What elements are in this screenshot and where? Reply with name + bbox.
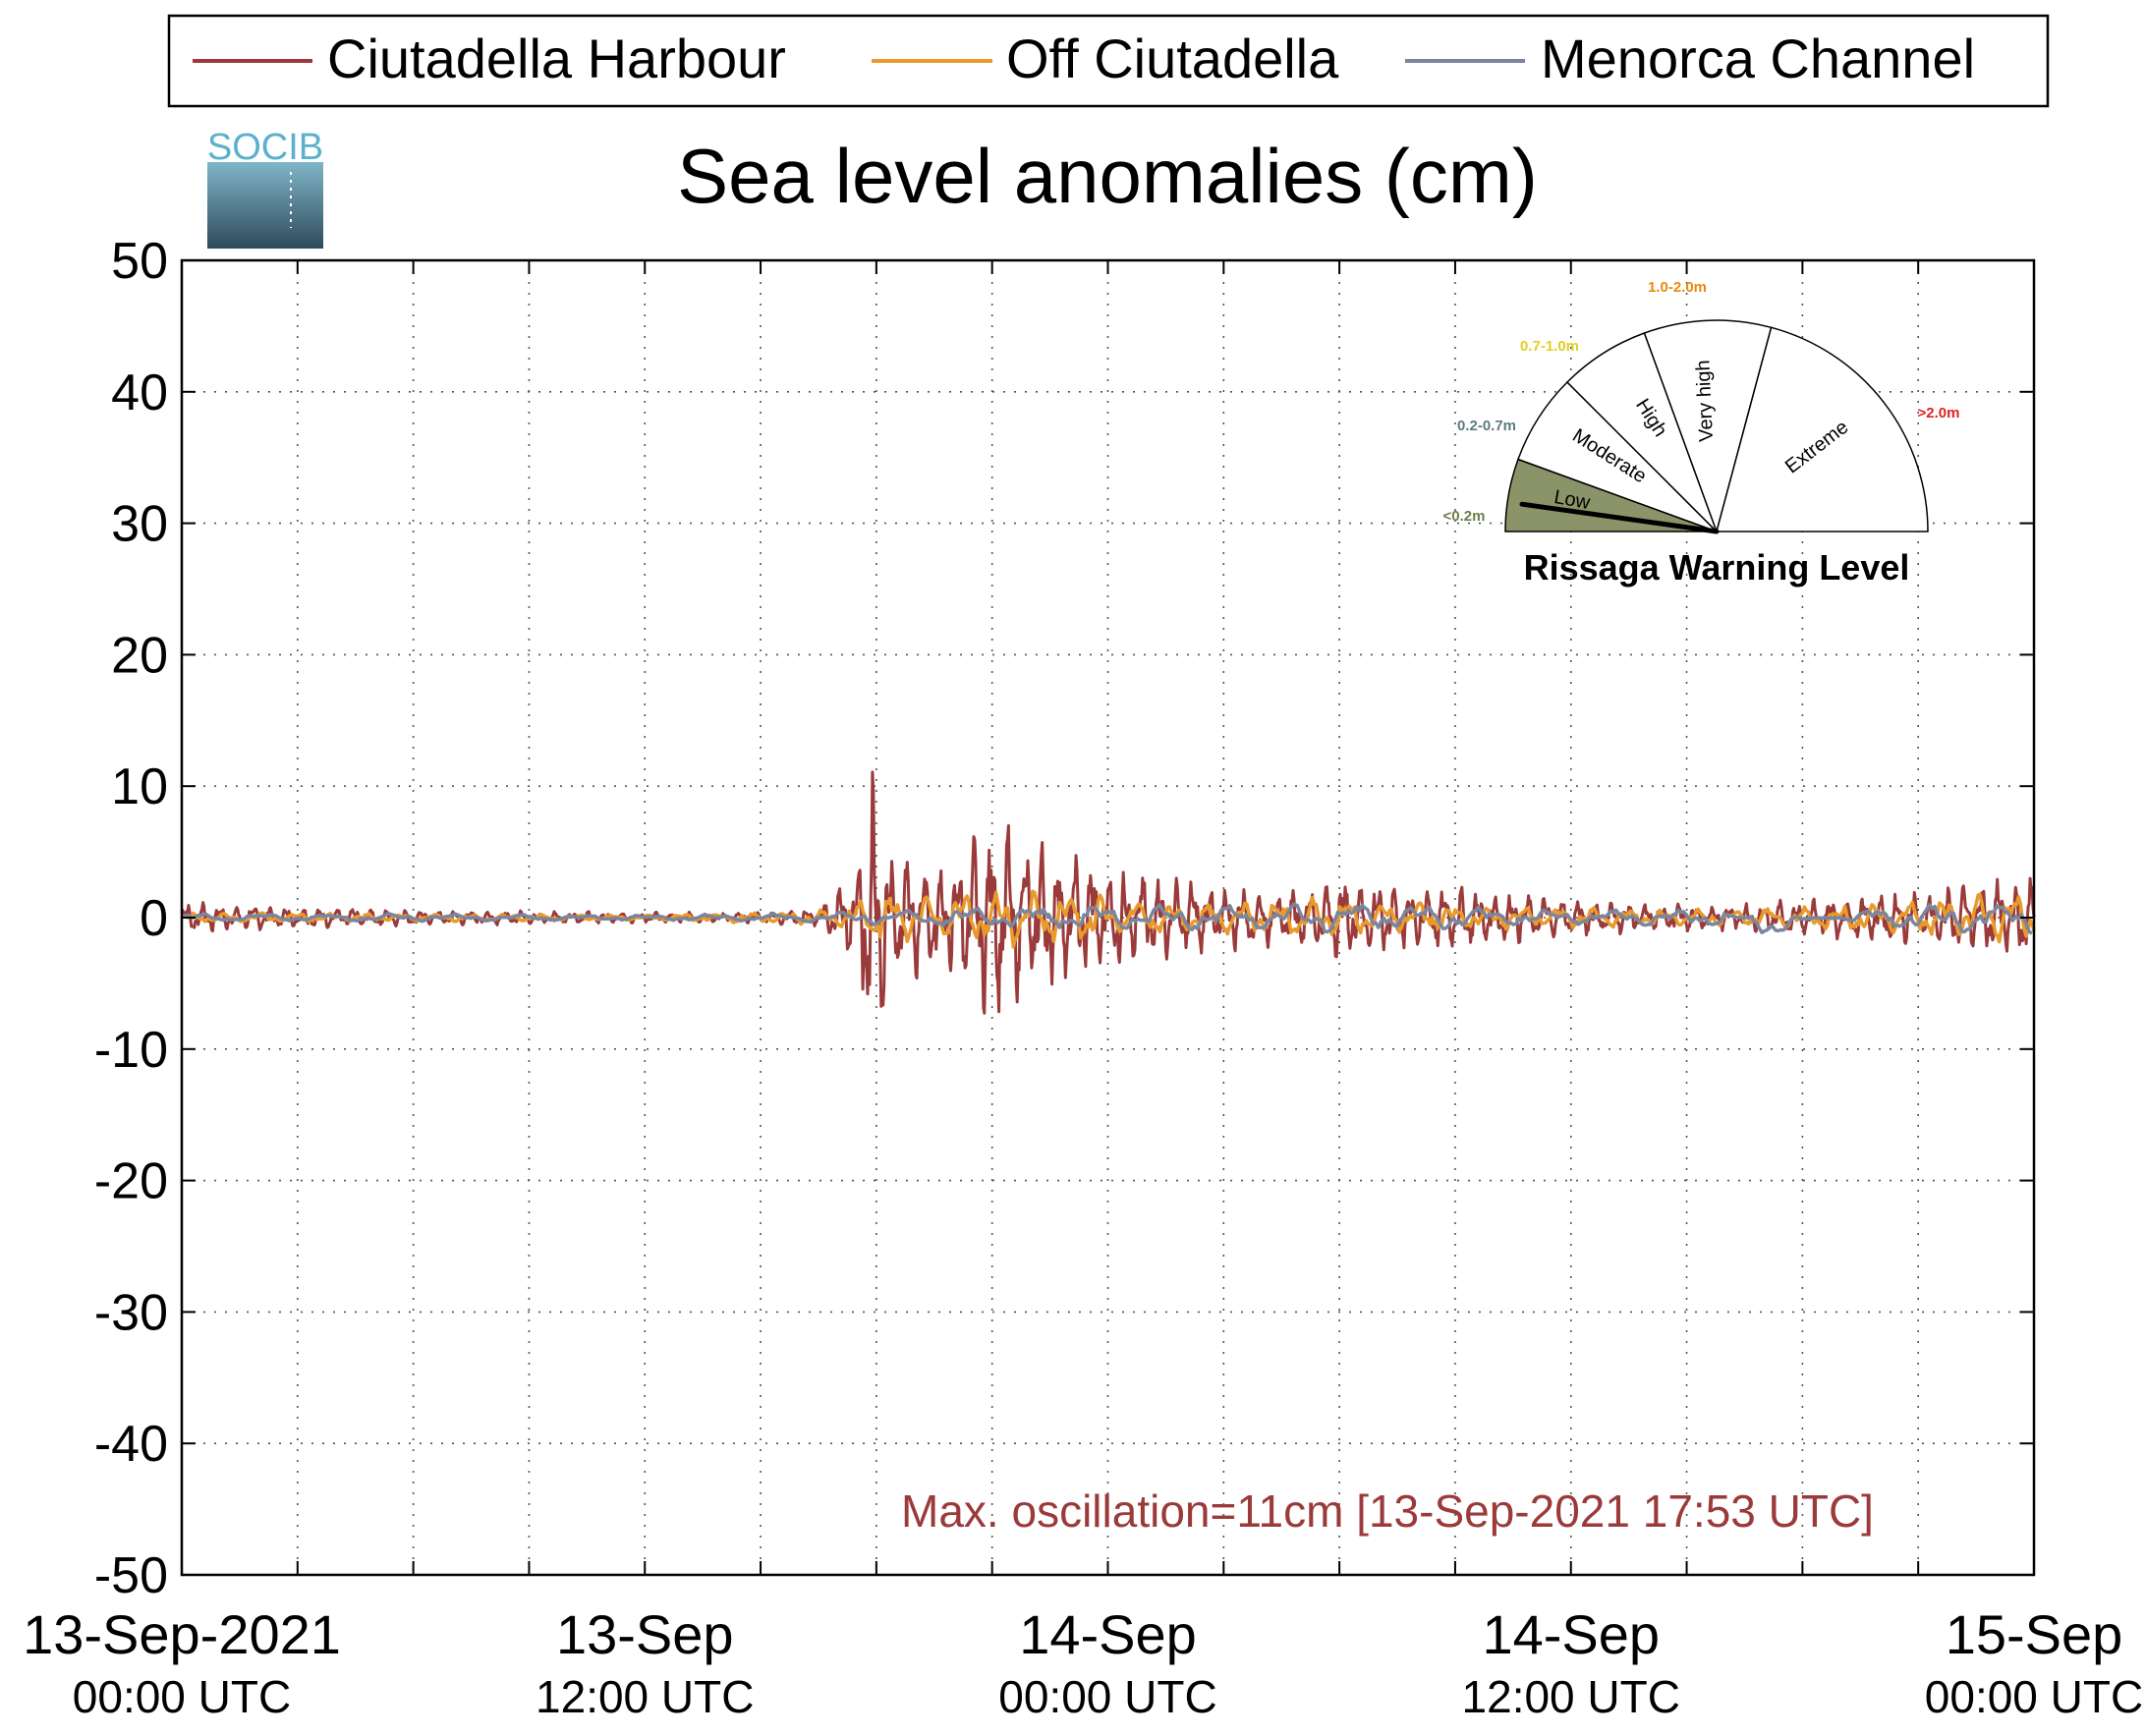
x-tick-label-time: 00:00 UTC — [998, 1671, 1216, 1722]
legend-box — [167, 14, 2050, 108]
socib-logo: SOCIB — [207, 127, 323, 249]
x-tick-label-time: 12:00 UTC — [1462, 1671, 1680, 1722]
gauge-range-extreme: >2.0m — [1918, 405, 1960, 421]
gauge-range-moderate: 0.2-0.7m — [1457, 418, 1516, 434]
x-tick-label-date: 14-Sep — [1482, 1603, 1660, 1665]
x-tick-label-date: 15-Sep — [1946, 1603, 2123, 1665]
y-tick-label: -20 — [94, 1153, 168, 1210]
logo-text: SOCIB — [207, 127, 323, 168]
y-tick-label: 50 — [111, 233, 168, 290]
y-tick-label: 20 — [111, 627, 168, 684]
series-layer — [180, 770, 2036, 1015]
y-tick-label: -30 — [94, 1284, 168, 1341]
legend-label-ciutadella-harbour: Ciutadella Harbour — [327, 28, 786, 89]
x-tick-label-date: 13-Sep — [556, 1603, 734, 1665]
gauge-range-low: <0.2m — [1443, 508, 1486, 525]
y-tick-label: -50 — [94, 1547, 168, 1604]
x-tick-label-date: 13-Sep-2021 — [23, 1603, 341, 1665]
gauge-sector-extreme — [1716, 326, 1929, 532]
gauge-range-high: 0.7-1.0m — [1520, 338, 1579, 355]
legend-label-menorca-channel: Menorca Channel — [1541, 28, 1975, 89]
y-tick-label: 10 — [111, 758, 168, 815]
series-line-ciutadella-harbour — [180, 770, 2036, 1015]
gauge-title: Rissaga Warning Level — [1524, 547, 1910, 588]
gauge-sector-very-high — [1643, 319, 1773, 534]
gauge-label-very-high: Very high — [1692, 360, 1718, 442]
y-tick-label: 40 — [111, 364, 168, 421]
chart-title: Sea level anomalies (cm) — [677, 133, 1538, 219]
logo-wave-block — [207, 162, 323, 249]
y-tick-label: -40 — [94, 1416, 168, 1473]
gauge-range-very-high: 1.0-2.0m — [1648, 279, 1707, 296]
legend: Ciutadella Harbour Off Ciutadella Menorc… — [167, 14, 2050, 108]
x-tick-label-time: 12:00 UTC — [536, 1671, 754, 1722]
x-tick-label-time: 00:00 UTC — [73, 1671, 291, 1722]
max-oscillation-annotation: Max. oscillation=11cm [13-Sep-2021 17:53… — [901, 1485, 1874, 1537]
y-tick-label: 0 — [140, 890, 168, 947]
x-tick-label-date: 14-Sep — [1019, 1603, 1197, 1665]
legend-label-off-ciutadella: Off Ciutadella — [1006, 28, 1339, 89]
x-tick-label-time: 00:00 UTC — [1925, 1671, 2143, 1722]
y-tick-label: -10 — [94, 1022, 168, 1079]
series-line-menorca-channel — [182, 902, 2033, 935]
gauge-needle — [1519, 501, 1720, 534]
y-tick-label: 30 — [111, 496, 168, 553]
